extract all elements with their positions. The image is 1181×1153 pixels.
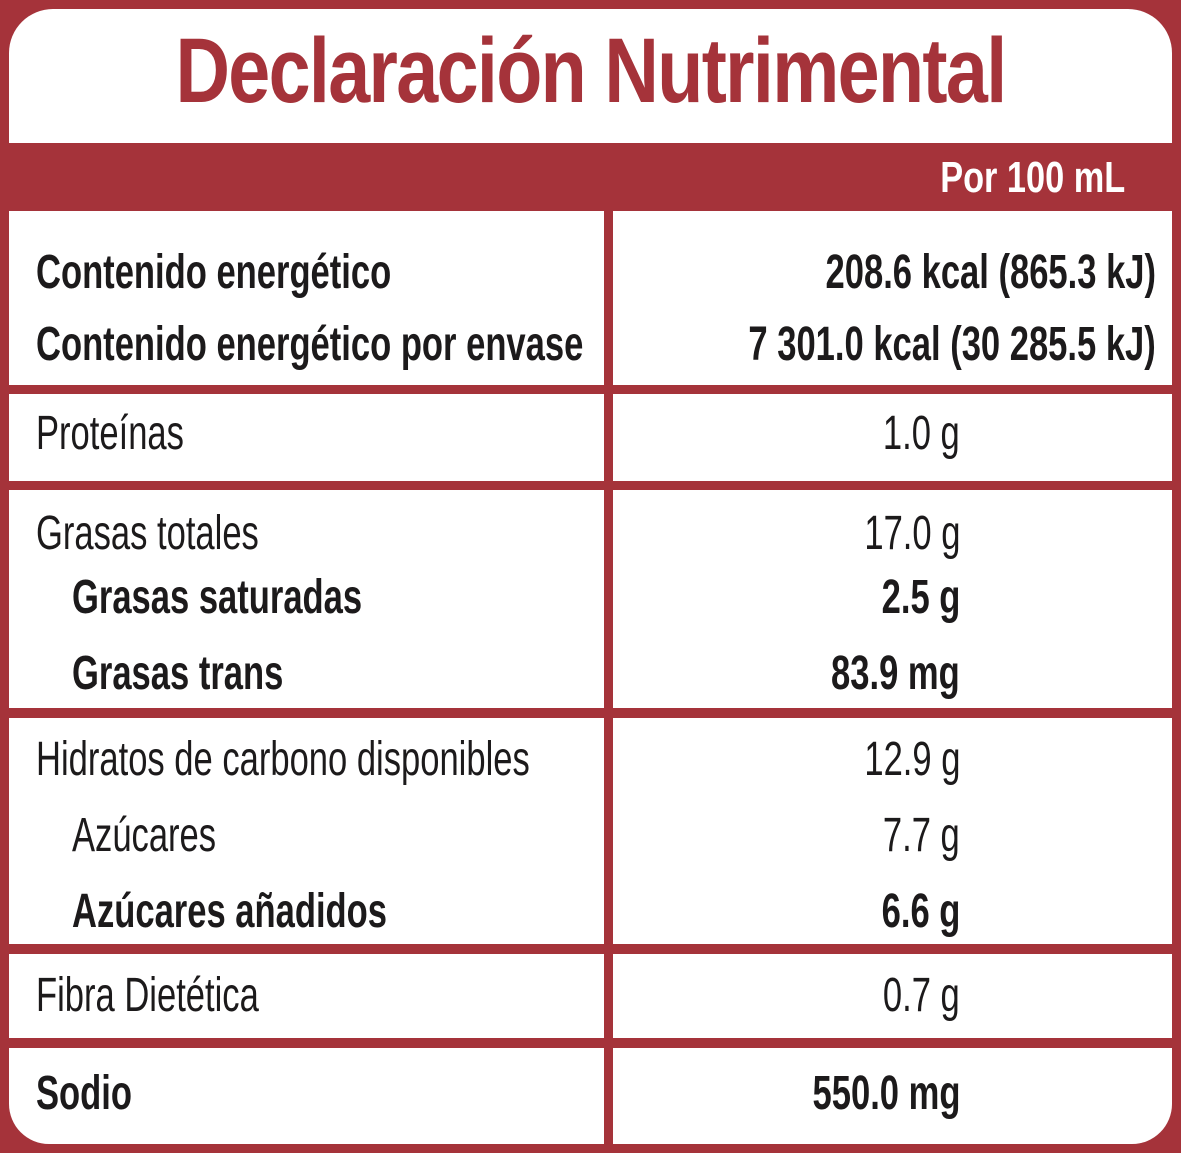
row-value-sodium: 550.0 mg — [812, 1067, 960, 1120]
row-value-trans-fat: 83.9 mg — [831, 647, 960, 700]
section-energy-values: 208.6 kcal (865.3 kJ) 7 301.0 kcal (30 2… — [613, 211, 1172, 385]
row-value-saturated-fat: 2.5 g — [881, 571, 960, 624]
row-value-total-fat: 17.0 g — [863, 507, 960, 560]
column-header-per-100ml: Por 100 mL — [939, 153, 1125, 202]
section-protein-values: 1.0 g — [613, 394, 1172, 481]
row-value-energy-per-package: 7 301.0 kcal (30 285.5 kJ) — [748, 318, 1156, 371]
section-energy-labels: Contenido energético Contenido energétic… — [9, 211, 604, 385]
title-panel: Declaración Nutrimental — [9, 9, 1172, 143]
row-label-sodium: Sodio — [36, 1067, 132, 1120]
section-carbs-labels: Hidratos de carbono disponibles Azúcares… — [9, 718, 604, 944]
row-label-fiber: Fibra Dietética — [36, 969, 259, 1022]
row-label-trans-fat: Grasas trans — [72, 647, 284, 700]
row-label-energy: Contenido energético — [36, 246, 392, 299]
row-label-sugars: Azúcares — [72, 809, 217, 862]
row-label-carbohydrates: Hidratos de carbono disponibles — [36, 733, 530, 786]
row-value-protein: 1.0 g — [883, 407, 960, 460]
section-carbs-values: 12.9 g 7.7 g 6.6 g — [613, 718, 1172, 944]
row-value-fiber: 0.7 g — [883, 969, 960, 1022]
row-value-added-sugars: 6.6 g — [881, 885, 960, 938]
row-label-total-fat: Grasas totales — [36, 507, 259, 560]
row-label-protein: Proteínas — [36, 407, 184, 460]
label-title: Declaración Nutrimental — [175, 20, 1007, 122]
section-sodium-labels: Sodio — [9, 1048, 604, 1144]
row-label-added-sugars: Azúcares añadidos — [72, 885, 387, 938]
section-fiber-values: 0.7 g — [613, 954, 1172, 1038]
section-protein-labels: Proteínas — [9, 394, 604, 481]
row-value-energy: 208.6 kcal (865.3 kJ) — [825, 246, 1156, 299]
row-value-carbohydrates: 12.9 g — [863, 733, 960, 786]
section-fiber-labels: Fibra Dietética — [9, 954, 604, 1038]
section-fats-labels: Grasas totales Grasas saturadas Grasas t… — [9, 490, 604, 708]
row-label-saturated-fat: Grasas saturadas — [72, 571, 363, 624]
section-fats-values: 17.0 g 2.5 g 83.9 mg — [613, 490, 1172, 708]
row-label-energy-per-package: Contenido energético por envase — [36, 318, 584, 371]
row-value-sugars: 7.7 g — [883, 809, 960, 862]
section-sodium-values: 550.0 mg — [613, 1048, 1172, 1144]
